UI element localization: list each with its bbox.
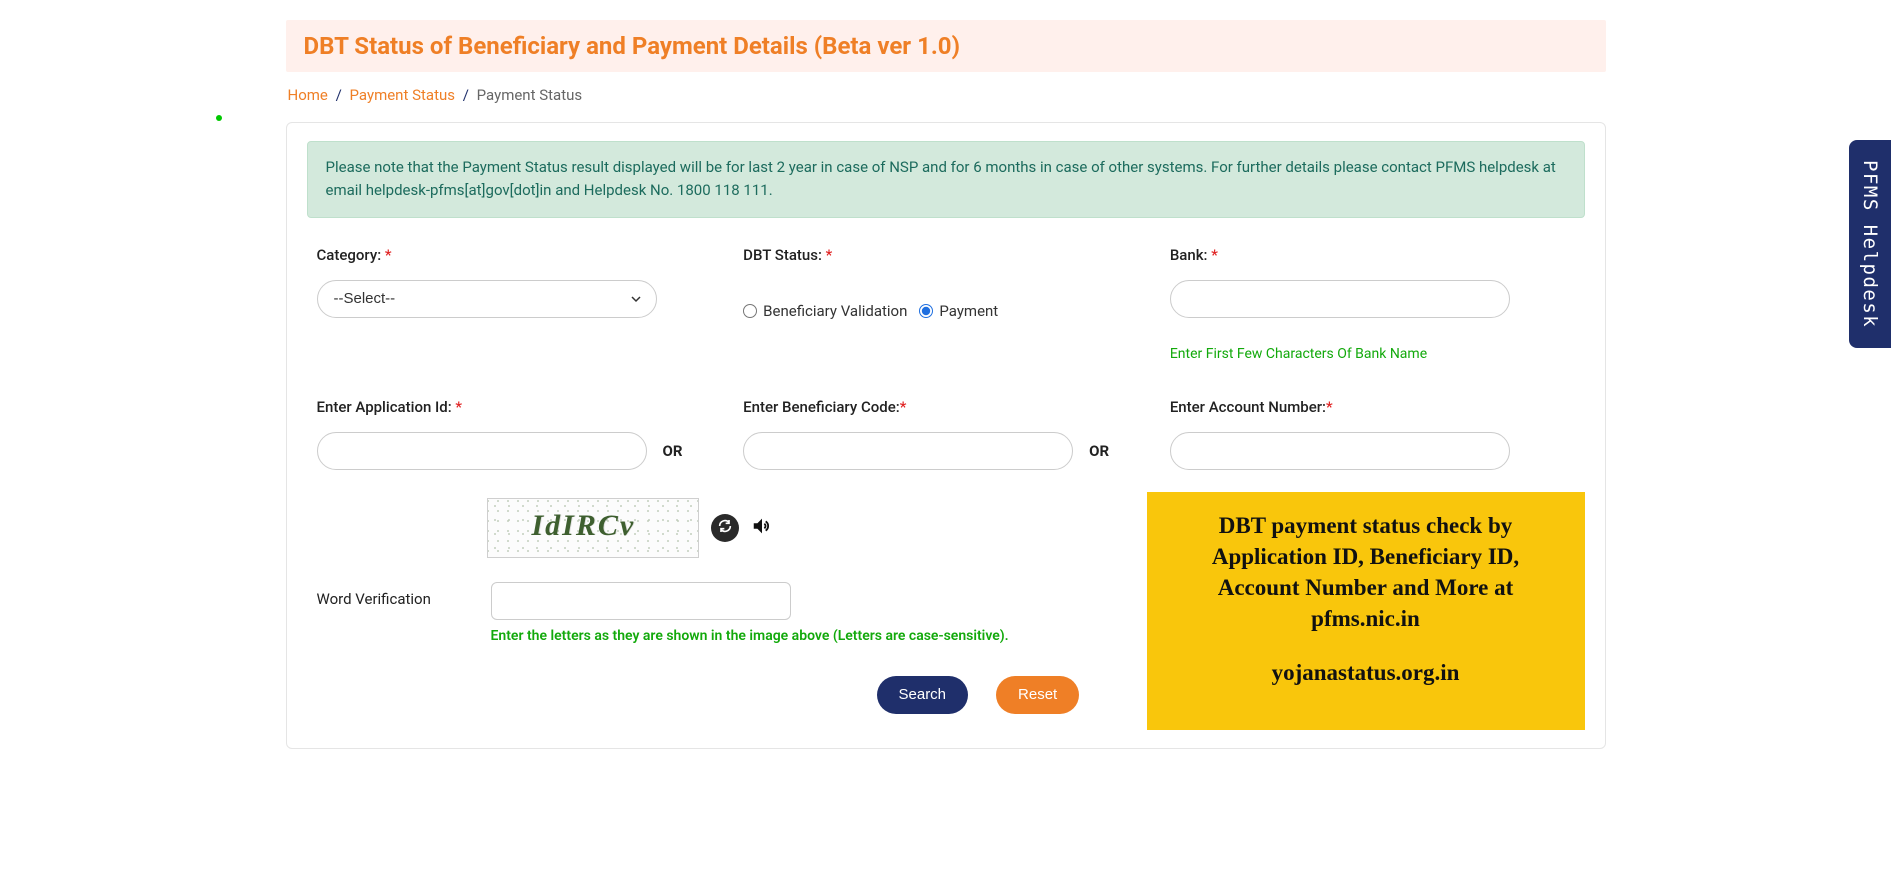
pfms-helpdesk-tab[interactable]: PFMS Helpdesk bbox=[1849, 140, 1891, 348]
radio-payment-input[interactable] bbox=[919, 304, 933, 318]
reset-button[interactable]: Reset bbox=[996, 676, 1079, 714]
or-label-2: OR bbox=[1089, 442, 1109, 460]
promo-text-1: DBT payment status check by Application … bbox=[1171, 510, 1561, 634]
beneficiary-code-cell: Enter Beneficiary Code:* OR bbox=[743, 398, 1148, 470]
bank-hint: Enter First Few Characters Of Bank Name bbox=[1170, 346, 1575, 362]
case-sensitive-hint: Enter the letters as they are shown in t… bbox=[491, 628, 1009, 644]
captcha-image: IdIRCv bbox=[487, 498, 699, 558]
word-verification-label: Word Verification bbox=[317, 582, 467, 608]
form-grid: Category: * --Select-- DBT Status: * Ben… bbox=[307, 246, 1585, 470]
form-card: Please note that the Payment Status resu… bbox=[286, 122, 1606, 749]
page-header: DBT Status of Beneficiary and Payment De… bbox=[286, 20, 1606, 72]
page-title: DBT Status of Beneficiary and Payment De… bbox=[304, 32, 1588, 60]
bank-cell: Bank: * Enter First Few Characters Of Ba… bbox=[1170, 246, 1575, 362]
info-banner: Please note that the Payment Status resu… bbox=[307, 141, 1585, 218]
speaker-icon bbox=[751, 522, 773, 541]
dbt-status-cell: DBT Status: * Beneficiary Validation Pay… bbox=[743, 246, 1148, 362]
radio-beneficiary-validation[interactable]: Beneficiary Validation bbox=[743, 302, 907, 320]
breadcrumb-sep: / bbox=[459, 86, 473, 104]
account-number-cell: Enter Account Number:* bbox=[1170, 398, 1575, 470]
breadcrumb-current: Payment Status bbox=[477, 86, 582, 104]
account-number-label: Enter Account Number:* bbox=[1170, 398, 1575, 416]
dbt-status-radios: Beneficiary Validation Payment bbox=[743, 302, 1148, 320]
breadcrumb-payment-status-link[interactable]: Payment Status bbox=[350, 86, 455, 104]
page-container: DBT Status of Beneficiary and Payment De… bbox=[276, 0, 1616, 769]
refresh-icon bbox=[717, 518, 733, 538]
breadcrumb: Home / Payment Status / Payment Status bbox=[286, 86, 1606, 122]
application-id-input[interactable] bbox=[317, 432, 647, 470]
captcha-audio-button[interactable] bbox=[751, 515, 773, 541]
radio-beneficiary-input[interactable] bbox=[743, 304, 757, 318]
beneficiary-code-input[interactable] bbox=[743, 432, 1073, 470]
dbt-status-label: DBT Status: * bbox=[743, 246, 1148, 264]
radio-payment[interactable]: Payment bbox=[919, 302, 998, 320]
account-number-input[interactable] bbox=[1170, 432, 1510, 470]
category-select[interactable]: --Select-- bbox=[317, 280, 657, 318]
bank-label: Bank: * bbox=[1170, 246, 1575, 264]
beneficiary-code-label: Enter Beneficiary Code:* bbox=[743, 398, 1148, 416]
bank-input[interactable] bbox=[1170, 280, 1510, 318]
bullet-dot bbox=[216, 115, 222, 121]
application-id-cell: Enter Application Id: * OR bbox=[317, 398, 722, 470]
category-cell: Category: * --Select-- bbox=[317, 246, 722, 362]
promo-overlay: DBT payment status check by Application … bbox=[1147, 492, 1585, 730]
promo-text-2: yojanastatus.org.in bbox=[1171, 660, 1561, 686]
captcha-text: IdIRCv bbox=[532, 509, 636, 543]
category-label: Category: * bbox=[317, 246, 722, 264]
captcha-refresh-button[interactable] bbox=[711, 514, 739, 542]
search-button[interactable]: Search bbox=[877, 676, 969, 714]
breadcrumb-home-link[interactable]: Home bbox=[288, 86, 328, 104]
breadcrumb-sep: / bbox=[332, 86, 346, 104]
application-id-label: Enter Application Id: * bbox=[317, 398, 722, 416]
word-verification-input[interactable] bbox=[491, 582, 791, 620]
or-label-1: OR bbox=[663, 442, 683, 460]
